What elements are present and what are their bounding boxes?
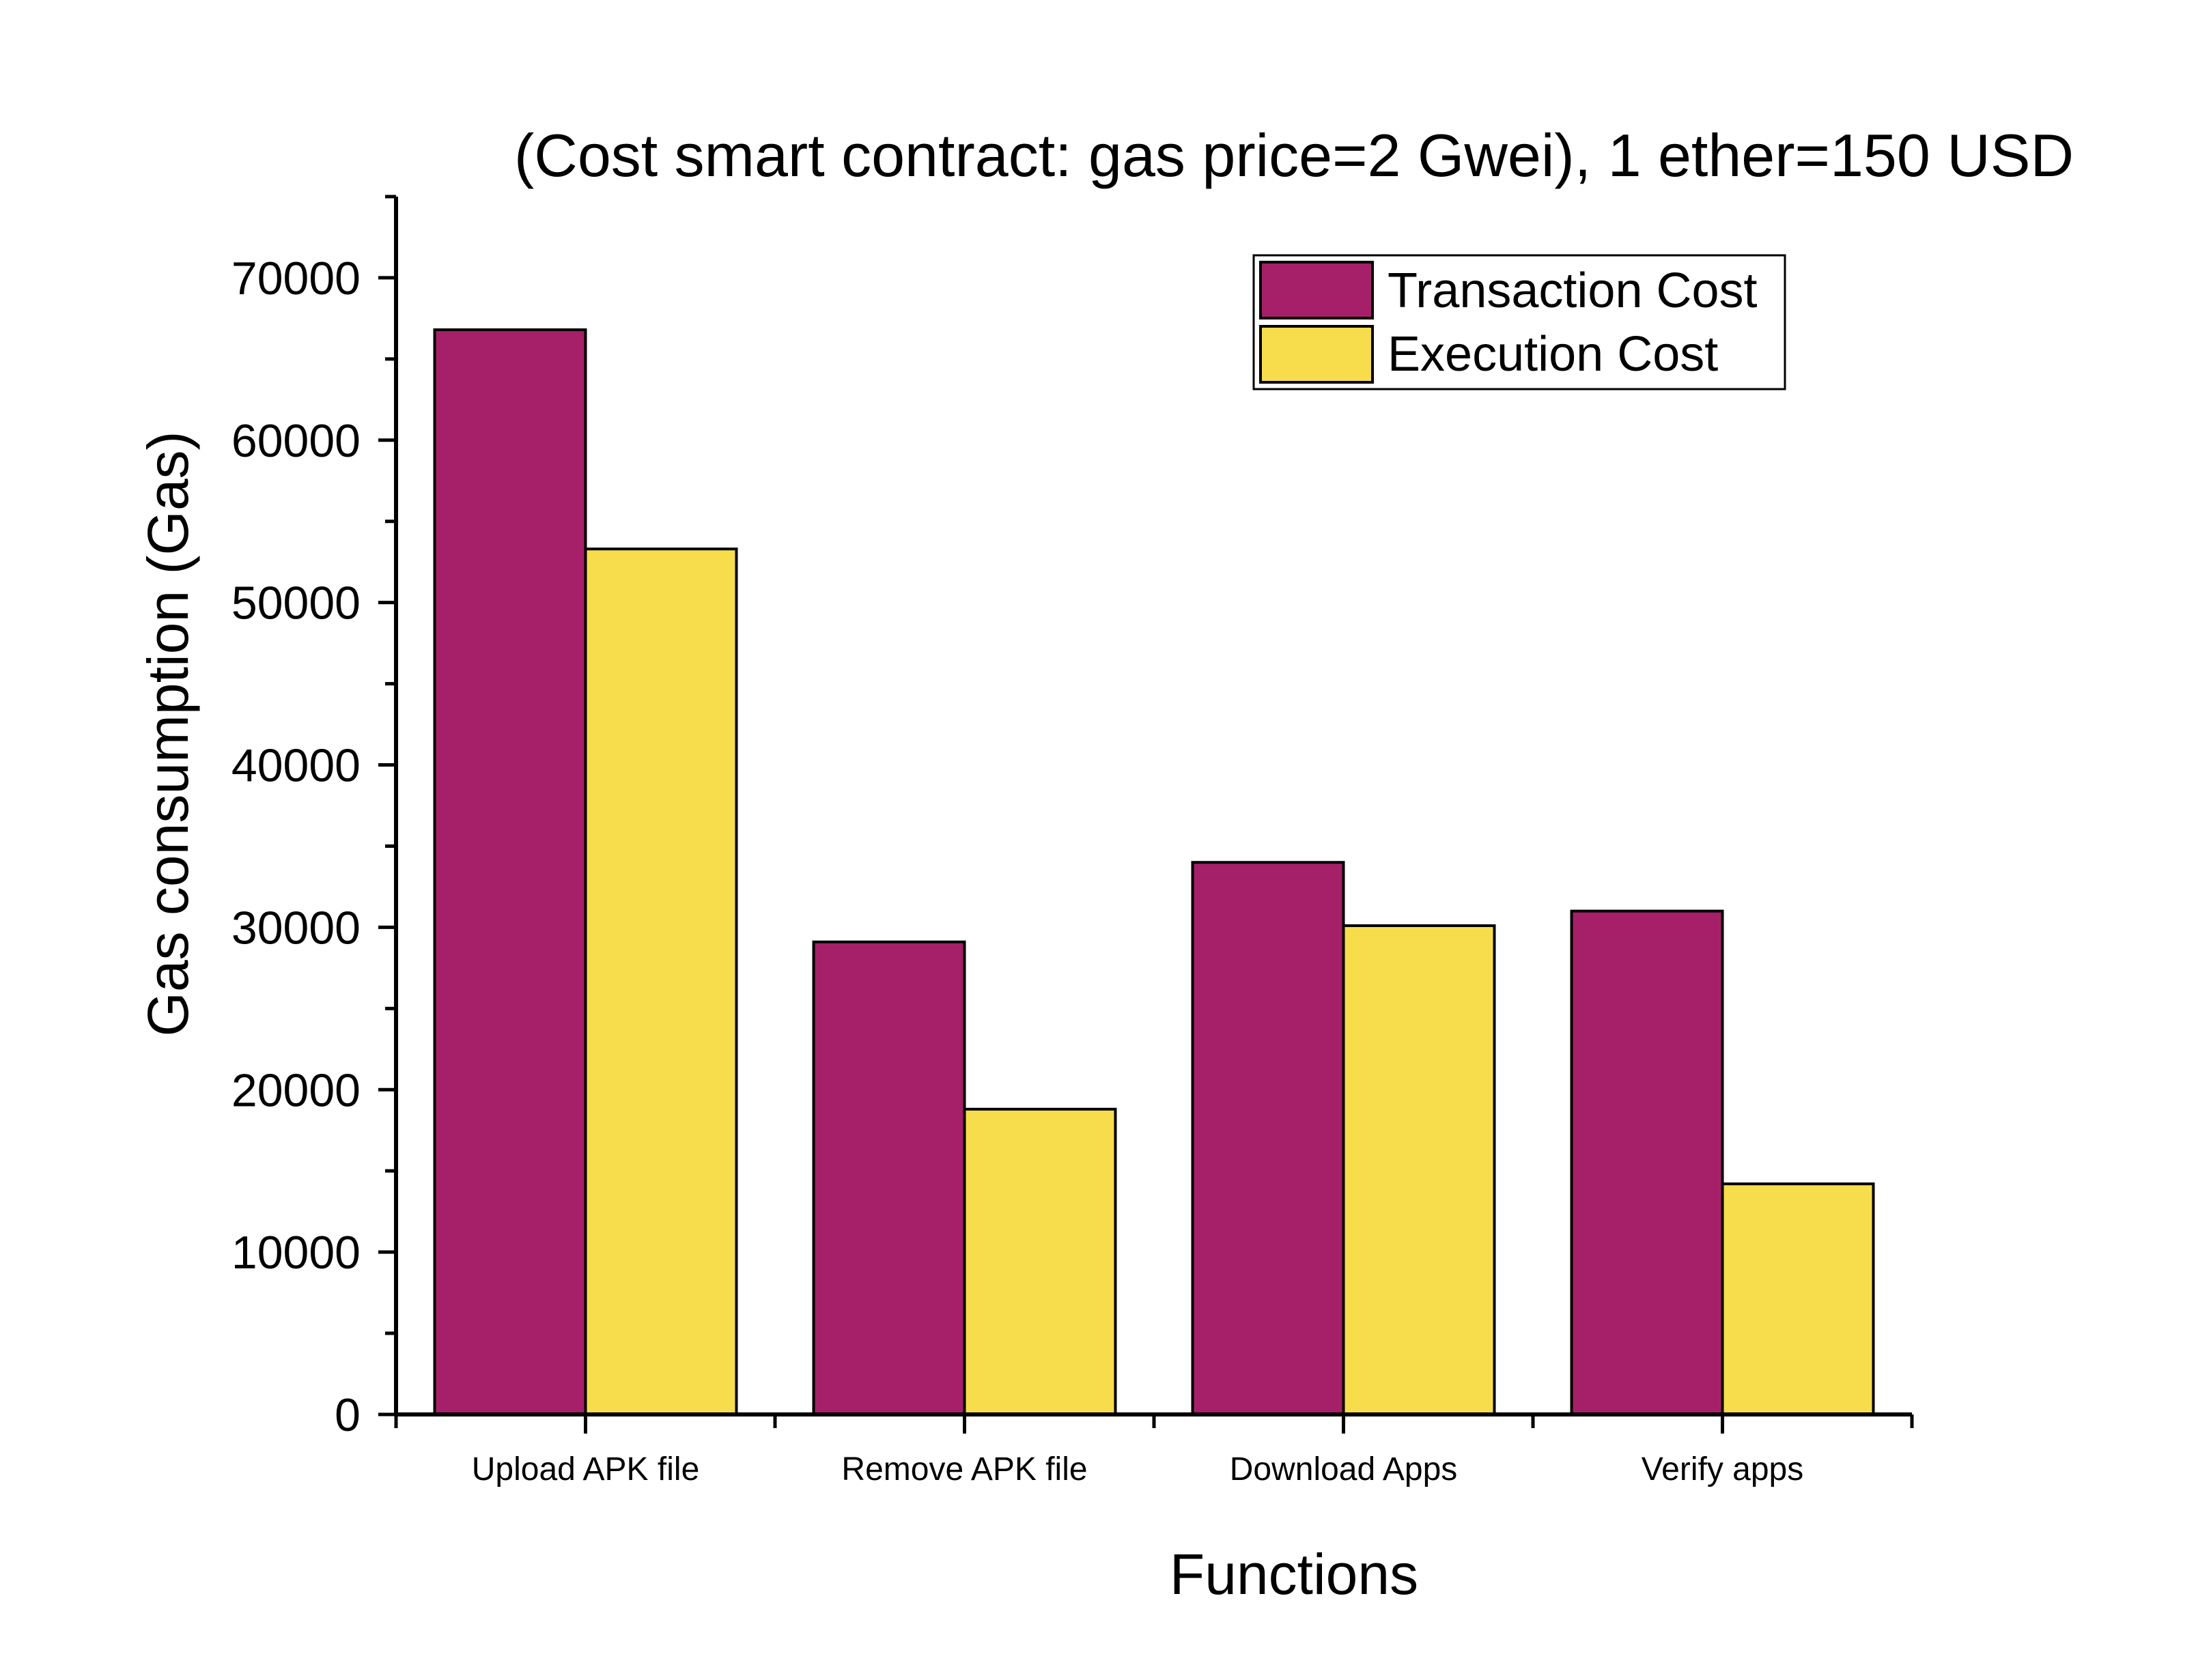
y-tick-label: 50000: [231, 578, 361, 629]
bar-execution-cost-4: [1721, 1182, 1875, 1416]
x-axis: Upload APK file Remove APK file Download A…: [394, 1412, 1914, 1487]
x-axis-label: Functions: [1170, 1542, 1418, 1606]
y-tick-label: 40000: [231, 740, 361, 792]
bars-layer: [433, 328, 1875, 1416]
y-tick-label: 20000: [231, 1064, 361, 1116]
legend-label-execution-cost: Execution Cost: [1388, 327, 1718, 382]
y-tick-label: 60000: [231, 415, 361, 467]
bar-execution-cost-3: [1342, 924, 1496, 1416]
legend: Transaction Cost Execution Cost: [1252, 254, 1786, 390]
x-tick-label: Upload APK file: [472, 1451, 700, 1487]
y-axis: 0 10000 20000 30000 40000 50000 60000 70000: [231, 195, 398, 1441]
y-tick-label: 30000: [231, 902, 361, 954]
y-tick-label: 0: [335, 1389, 361, 1441]
y-tick-label: 10000: [231, 1227, 361, 1279]
legend-label-transaction-cost: Transaction Cost: [1388, 264, 1758, 318]
bar-transaction-cost-2: [812, 940, 966, 1416]
bar-transaction-cost-1: [433, 328, 587, 1416]
bar-transaction-cost-3: [1191, 861, 1345, 1416]
x-tick-label: Download Apps: [1230, 1451, 1458, 1487]
y-tick-label: 70000: [231, 253, 361, 304]
chart-title: (Cost smart contract: gas price=2 Gwei),…: [514, 122, 2074, 189]
x-tick-label: Verify apps: [1642, 1451, 1803, 1487]
bar-execution-cost-1: [584, 547, 738, 1416]
bar-execution-cost-2: [963, 1107, 1117, 1416]
legend-swatch-transaction-cost: [1259, 261, 1374, 319]
y-axis-label: Gas consumption (Gas): [136, 431, 200, 1036]
x-tick-label: Remove APK file: [841, 1451, 1087, 1487]
bar-transaction-cost-4: [1570, 909, 1724, 1416]
legend-swatch-execution-cost: [1259, 325, 1374, 384]
